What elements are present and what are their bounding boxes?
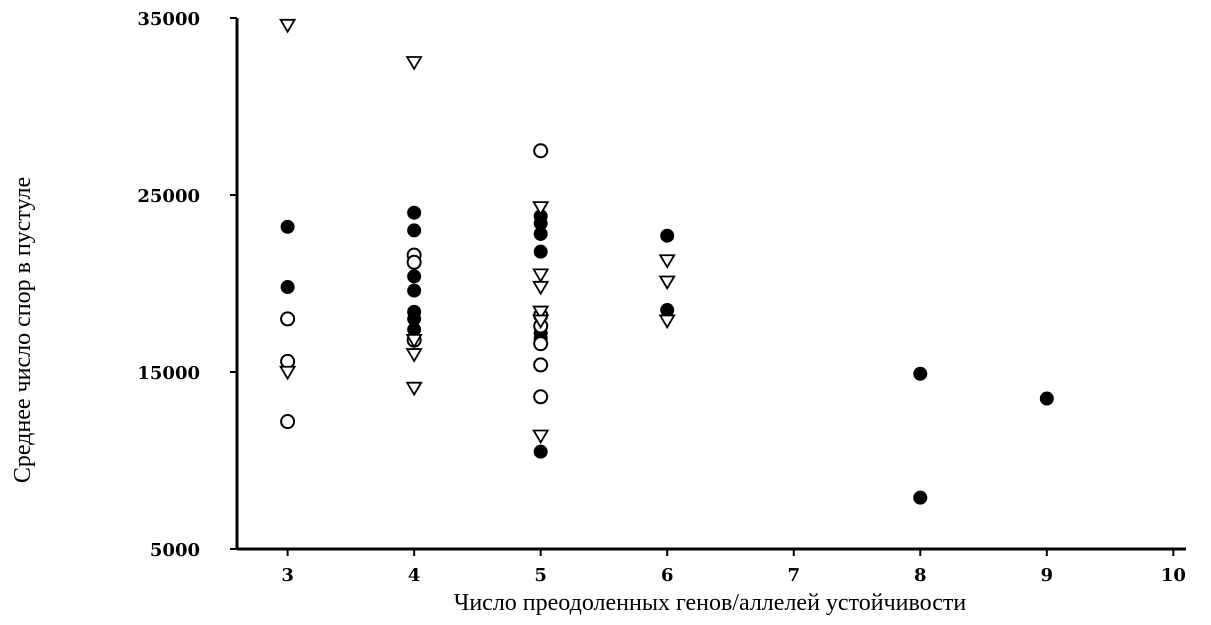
data-point-open-circle bbox=[533, 389, 549, 405]
data-point-filled-circle bbox=[280, 280, 295, 295]
data-point-filled-circle bbox=[407, 223, 422, 238]
data-point-filled-circle bbox=[280, 219, 295, 234]
y-tick-label: 25000 bbox=[137, 186, 200, 207]
x-tick-label: 10 bbox=[1161, 565, 1186, 586]
data-point-open-triangle bbox=[658, 314, 676, 330]
data-point-open-triangle bbox=[532, 268, 550, 284]
x-tick-label: 6 bbox=[661, 565, 674, 586]
data-point-filled-circle bbox=[913, 490, 928, 505]
x-tick-label: 9 bbox=[1041, 565, 1054, 586]
y-tick-label: 35000 bbox=[137, 9, 200, 30]
data-point-filled-circle bbox=[533, 244, 548, 259]
data-point-open-circle bbox=[533, 357, 549, 373]
data-point-filled-circle bbox=[407, 205, 422, 220]
y-axis-label: Среднее число спор в пустуле bbox=[10, 177, 36, 483]
data-point-filled-circle bbox=[913, 366, 928, 381]
data-point-filled-circle bbox=[1039, 391, 1054, 406]
y-tick-label: 5000 bbox=[150, 540, 200, 561]
data-point-open-triangle bbox=[532, 429, 550, 445]
data-point-open-triangle bbox=[279, 18, 297, 34]
data-point-filled-circle bbox=[533, 226, 548, 241]
data-point-open-triangle bbox=[405, 348, 423, 363]
data-point-open-triangle bbox=[279, 365, 297, 381]
data-point-open-circle bbox=[280, 414, 296, 430]
data-points bbox=[279, 18, 1054, 505]
data-point-open-triangle bbox=[532, 280, 550, 296]
data-point-open-triangle bbox=[405, 56, 423, 71]
data-point-open-circle bbox=[533, 143, 549, 159]
x-tick-label: 7 bbox=[787, 565, 800, 586]
data-point-open-triangle bbox=[405, 381, 423, 397]
data-point-open-circle bbox=[533, 336, 549, 352]
x-tick-label: 4 bbox=[408, 565, 421, 586]
data-point-open-triangle bbox=[532, 314, 550, 330]
data-point-open-circle bbox=[406, 254, 422, 270]
tick-labels: 5000 15000 25000 35000 3 4 5 6 7 8 9 10 bbox=[137, 9, 1186, 586]
data-point-filled-circle bbox=[407, 269, 422, 284]
x-axis-label: Число преодоленных генов/аллелей устойчи… bbox=[454, 590, 967, 616]
y-tick-label: 15000 bbox=[137, 363, 200, 384]
data-point-open-triangle bbox=[658, 254, 676, 269]
data-point-open-triangle bbox=[532, 305, 550, 321]
data-point-open-triangle bbox=[532, 201, 550, 216]
data-point-open-triangle bbox=[658, 275, 676, 291]
data-point-open-triangle bbox=[405, 333, 423, 349]
data-point-open-circle bbox=[280, 311, 296, 327]
x-tick-label: 8 bbox=[914, 565, 927, 586]
data-point-filled-circle bbox=[660, 228, 675, 243]
x-tick-label: 3 bbox=[281, 565, 294, 586]
data-point-filled-circle bbox=[407, 283, 422, 298]
x-tick-label: 5 bbox=[534, 565, 547, 586]
data-point-filled-circle bbox=[533, 444, 548, 459]
axes bbox=[230, 17, 1186, 556]
